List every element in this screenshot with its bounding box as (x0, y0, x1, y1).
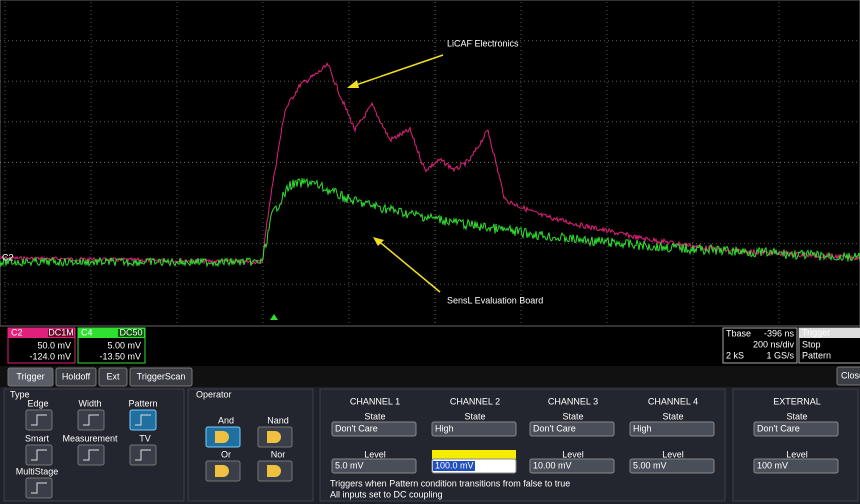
timebase-label: Tbase (726, 328, 751, 338)
level-value: 5.0 mV (335, 460, 364, 470)
level-highlight (432, 450, 516, 459)
note: All inputs set to DC coupling (330, 489, 443, 499)
channel-coupling: DC1M (48, 327, 74, 337)
channel-offset: -124.0 mV (29, 351, 71, 361)
level-label: Level (364, 449, 386, 459)
type-label: Edge (27, 398, 48, 408)
icon-button[interactable] (26, 478, 52, 498)
timebase-rate: 1 GS/s (766, 350, 794, 360)
channel-coupling: DC50 (119, 327, 142, 337)
input-name: EXTERNAL (773, 396, 821, 406)
annotation: LiCAF Electronics (447, 38, 519, 48)
channel-scale: 50.0 mV (37, 340, 71, 350)
state-value: Don't Care (533, 423, 576, 433)
channel-name: C4 (81, 327, 93, 337)
gate-glyph (267, 465, 281, 477)
state-value: Don't Care (335, 423, 378, 433)
state-label: State (464, 411, 485, 421)
timebase-samples: 2 kS (726, 350, 744, 360)
timebase-scale: 200 ns/div (753, 339, 795, 349)
icon-button[interactable] (26, 445, 52, 465)
type-label: MultiStage (16, 466, 59, 476)
level-value: 5.00 mV (633, 460, 667, 470)
operator-label: Or (221, 449, 231, 459)
tab-label: Ext (106, 371, 120, 381)
icon-button[interactable] (78, 410, 104, 430)
type-label: Smart (25, 433, 50, 443)
operator-label: Nand (267, 415, 289, 425)
type-label: Width (78, 398, 101, 408)
annotation: SensL Evaluation Board (447, 295, 543, 305)
operator-label: And (218, 415, 234, 425)
state-value: Don't Care (757, 423, 800, 433)
operator-title: Operator (196, 389, 232, 399)
gate-glyph (215, 465, 229, 477)
state-label: State (786, 411, 807, 421)
scope-screen (0, 0, 860, 326)
trigger-type: Pattern (802, 350, 831, 360)
input-name: CHANNEL 3 (548, 396, 598, 406)
state-value: High (633, 423, 652, 433)
scope-ui: C2 LiCAF Electronics SensL Evaluation Boar… (0, 0, 860, 504)
input-name: CHANNEL 4 (648, 396, 698, 406)
level-value: 10.00 mV (533, 460, 572, 470)
icon-button[interactable] (130, 445, 156, 465)
tab-label: Holdoff (62, 371, 91, 381)
level-label: Level (562, 449, 584, 459)
operator-label: Nor (271, 449, 286, 459)
level-label: Level (786, 449, 808, 459)
gate-glyph (215, 431, 229, 443)
note: Triggers when Pattern condition transiti… (330, 478, 570, 488)
state-value: High (435, 423, 454, 433)
close-label: Close (841, 370, 860, 380)
timebase-delay: -396 ns (764, 328, 795, 338)
icon-button[interactable] (78, 445, 104, 465)
channel-scale: 5.00 mV (107, 340, 141, 350)
level-value: 100 mV (757, 460, 788, 470)
level-value: 100.0 mV (435, 460, 474, 470)
input-name: CHANNEL 1 (350, 396, 400, 406)
type-label: Measurement (62, 433, 118, 443)
type-label: Pattern (128, 398, 157, 408)
icon-button[interactable] (130, 410, 156, 430)
trace-marker: C2 (2, 252, 14, 262)
tab-label: TriggerScan (137, 371, 186, 381)
trigger-label: Trigger (802, 327, 830, 337)
tab-bar (0, 366, 860, 387)
gate-glyph (267, 431, 281, 443)
channel-offset: -13.50 mV (99, 351, 141, 361)
trigger-state: Stop (802, 339, 821, 349)
tab-label: Trigger (16, 371, 44, 381)
type-label: TV (139, 433, 151, 443)
state-label: State (562, 411, 583, 421)
level-label: Level (662, 449, 684, 459)
state-label: State (364, 411, 385, 421)
input-name: CHANNEL 2 (450, 396, 500, 406)
icon-button[interactable] (26, 410, 52, 430)
channel-name: C2 (11, 327, 23, 337)
state-label: State (662, 411, 683, 421)
